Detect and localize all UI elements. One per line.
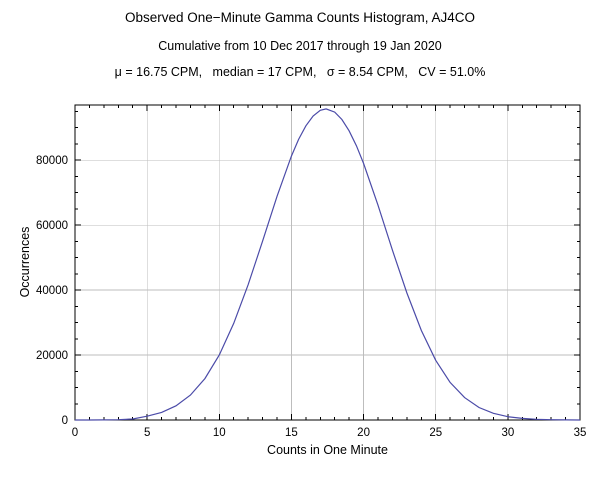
chart-subtitle: Cumulative from 10 Dec 2017 through 19 J… xyxy=(158,39,442,53)
x-tick-label: 15 xyxy=(285,427,298,439)
x-tick-label: 5 xyxy=(144,427,150,439)
x-tick-label: 20 xyxy=(357,427,370,439)
chart-title: Observed One−Minute Gamma Counts Histogr… xyxy=(124,10,476,25)
x-tick-label: 0 xyxy=(72,427,78,439)
x-tick-label: 25 xyxy=(429,427,442,439)
y-tick-label: 60000 xyxy=(36,220,68,232)
y-tick-label: 20000 xyxy=(36,350,68,362)
y-tick-label: 0 xyxy=(62,415,68,427)
x-tick-label: 10 xyxy=(213,427,226,439)
x-tick-label: 30 xyxy=(501,427,514,439)
plot-frame xyxy=(74,104,581,421)
x-axis-label: Counts in One Minute xyxy=(267,443,388,457)
chart-stats-line: μ = 16.75 CPM, median = 17 CPM, σ = 8.54… xyxy=(114,65,486,79)
y-axis-label: Occurrences xyxy=(18,226,32,298)
x-tick-label: 35 xyxy=(574,427,587,439)
y-tick-label: 80000 xyxy=(36,155,68,167)
histogram-curve xyxy=(75,108,581,421)
y-tick-label: 40000 xyxy=(36,285,68,297)
